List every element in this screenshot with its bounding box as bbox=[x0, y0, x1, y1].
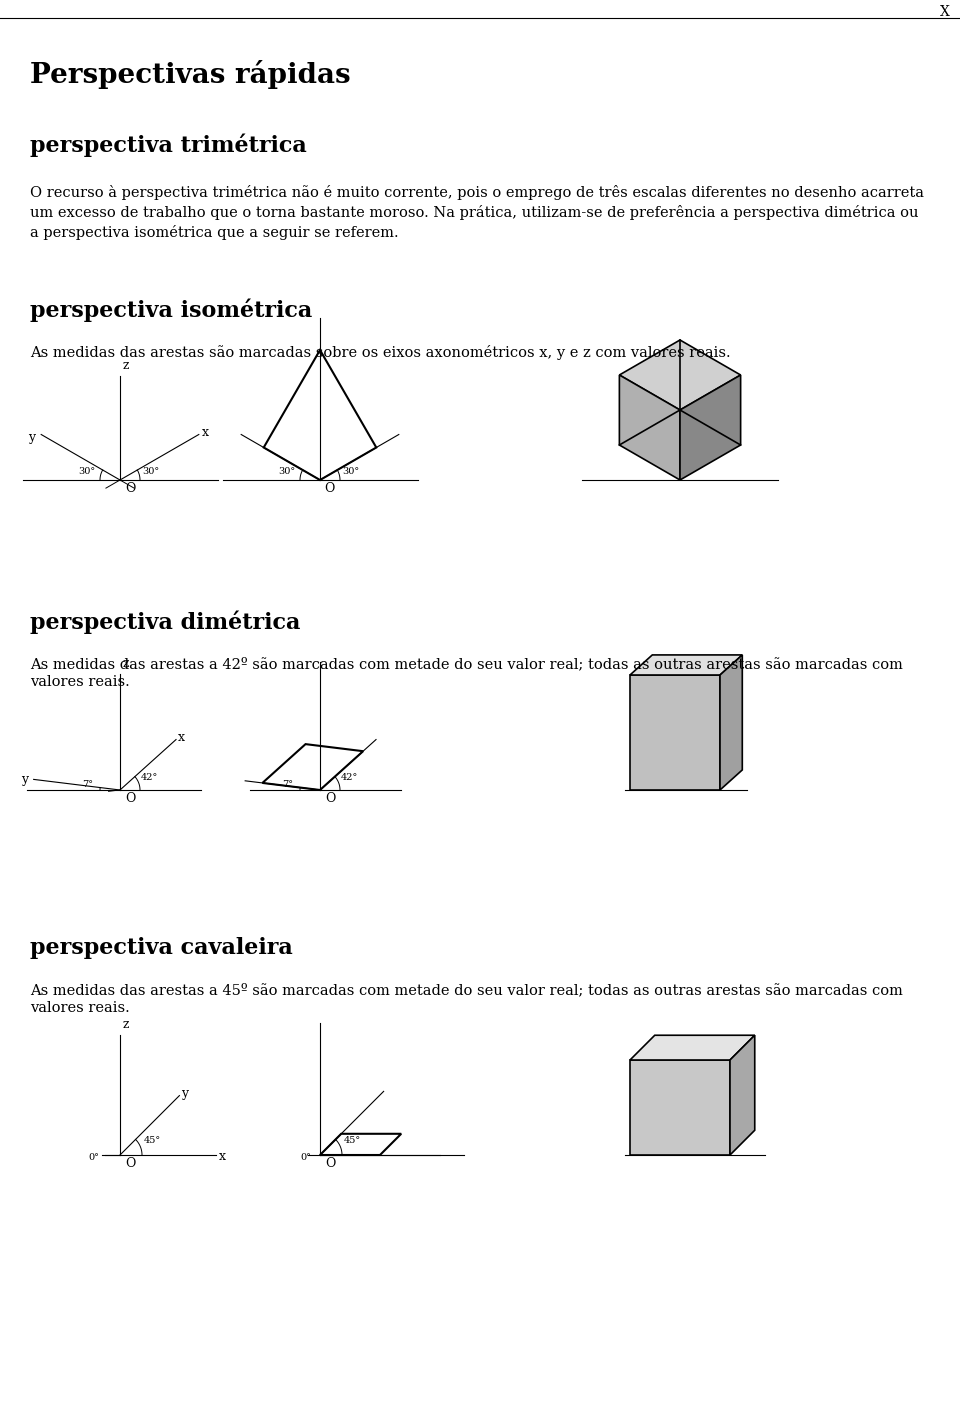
Text: y: y bbox=[181, 1088, 189, 1100]
Polygon shape bbox=[680, 376, 740, 480]
Text: O: O bbox=[125, 1157, 135, 1171]
Text: O: O bbox=[325, 1157, 335, 1171]
Text: z: z bbox=[123, 1019, 130, 1031]
Text: O: O bbox=[125, 483, 135, 495]
Polygon shape bbox=[619, 340, 740, 409]
Text: O: O bbox=[125, 792, 135, 805]
Text: 30°: 30° bbox=[278, 467, 295, 476]
Text: 0°: 0° bbox=[88, 1152, 99, 1162]
Text: perspectiva dimétrica: perspectiva dimétrica bbox=[30, 611, 300, 633]
Text: O: O bbox=[324, 483, 334, 495]
Text: y: y bbox=[29, 432, 36, 445]
Text: 30°: 30° bbox=[142, 467, 159, 476]
Text: O recurso à perspectiva trimétrica não é muito corrente, pois o emprego de três : O recurso à perspectiva trimétrica não é… bbox=[30, 184, 924, 239]
Text: 42°: 42° bbox=[141, 772, 158, 782]
Text: 30°: 30° bbox=[78, 467, 95, 476]
Text: 42°: 42° bbox=[341, 772, 358, 782]
Polygon shape bbox=[630, 654, 742, 675]
Text: z: z bbox=[123, 359, 130, 371]
Text: As medidas das arestas a 45º são marcadas com metade do seu valor real; todas as: As medidas das arestas a 45º são marcada… bbox=[30, 983, 902, 1016]
Polygon shape bbox=[630, 1036, 755, 1059]
Polygon shape bbox=[630, 1059, 730, 1155]
Text: 45°: 45° bbox=[344, 1135, 361, 1145]
Text: z: z bbox=[123, 657, 130, 670]
Text: 7°: 7° bbox=[82, 779, 93, 789]
Text: 45°: 45° bbox=[144, 1135, 161, 1145]
Text: perspectiva trimétrica: perspectiva trimétrica bbox=[30, 134, 307, 156]
Text: X: X bbox=[940, 6, 950, 20]
Polygon shape bbox=[619, 376, 680, 480]
Text: As medidas das arestas a 42º são marcadas com metade do seu valor real; todas as: As medidas das arestas a 42º são marcada… bbox=[30, 657, 902, 689]
Text: O: O bbox=[325, 792, 335, 805]
Text: 30°: 30° bbox=[342, 467, 359, 476]
Text: x: x bbox=[202, 426, 208, 439]
Polygon shape bbox=[720, 654, 742, 789]
Text: x: x bbox=[179, 732, 185, 744]
Text: Perspectivas rápidas: Perspectivas rápidas bbox=[30, 61, 350, 89]
Text: y: y bbox=[21, 772, 28, 787]
Text: As medidas das arestas são marcadas sobre os eixos axonométricos x, y e z com va: As medidas das arestas são marcadas sobr… bbox=[30, 345, 731, 360]
Polygon shape bbox=[730, 1036, 755, 1155]
Text: perspectiva cavaleira: perspectiva cavaleira bbox=[30, 937, 293, 960]
Text: x: x bbox=[219, 1151, 226, 1164]
Text: 7°: 7° bbox=[282, 779, 293, 789]
Text: 0°: 0° bbox=[300, 1152, 311, 1162]
Text: perspectiva isométrica: perspectiva isométrica bbox=[30, 298, 312, 322]
Polygon shape bbox=[630, 675, 720, 789]
